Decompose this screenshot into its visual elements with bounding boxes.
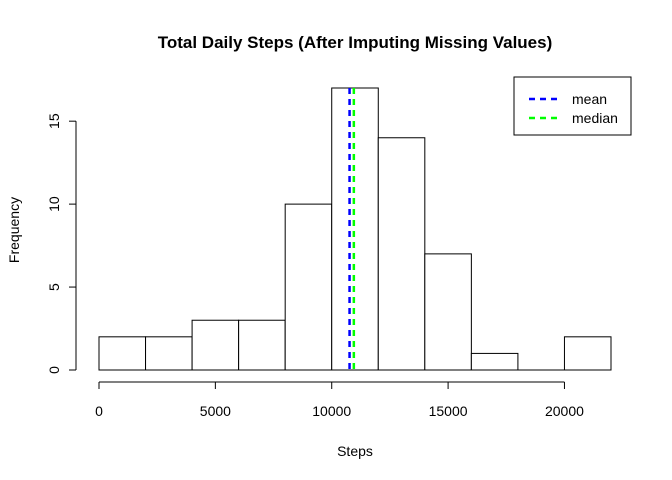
histogram-bar: [145, 336, 193, 371]
legend-box: [513, 76, 632, 136]
histogram-bar: [284, 203, 333, 371]
y-tick-label: 0: [46, 366, 62, 374]
y-tick-label: 15: [46, 113, 62, 129]
x-tick-label: 15000: [429, 403, 468, 419]
histogram-bar: [191, 319, 240, 371]
y-tick-label: 5: [46, 283, 62, 291]
histogram-bar: [238, 319, 286, 371]
x-tick-label: 20000: [545, 403, 584, 419]
x-tick-label: 10000: [312, 403, 351, 419]
chart-title: Total Daily Steps (After Imputing Missin…: [158, 33, 553, 52]
x-tick-label: 5000: [200, 403, 231, 419]
histogram-bar: [331, 87, 379, 371]
reference-lines-group: [348, 88, 356, 370]
legend-label-mean: mean: [572, 91, 607, 107]
x-tick-label: 0: [95, 403, 103, 419]
legend: mean median: [513, 76, 632, 136]
histogram-bar: [377, 137, 426, 371]
histogram-bar: [98, 336, 147, 371]
y-axis: 0 5 10 15: [46, 113, 77, 374]
histogram-bar: [424, 253, 472, 371]
x-axis-label: Steps: [337, 443, 373, 459]
y-tick-label: 10: [46, 196, 62, 212]
histogram-bar: [563, 336, 612, 371]
legend-label-median: median: [572, 110, 618, 126]
y-axis-label: Frequency: [6, 197, 22, 263]
histogram-bar: [470, 352, 519, 371]
x-axis: 0 5000 10000 15000 20000: [95, 381, 584, 419]
